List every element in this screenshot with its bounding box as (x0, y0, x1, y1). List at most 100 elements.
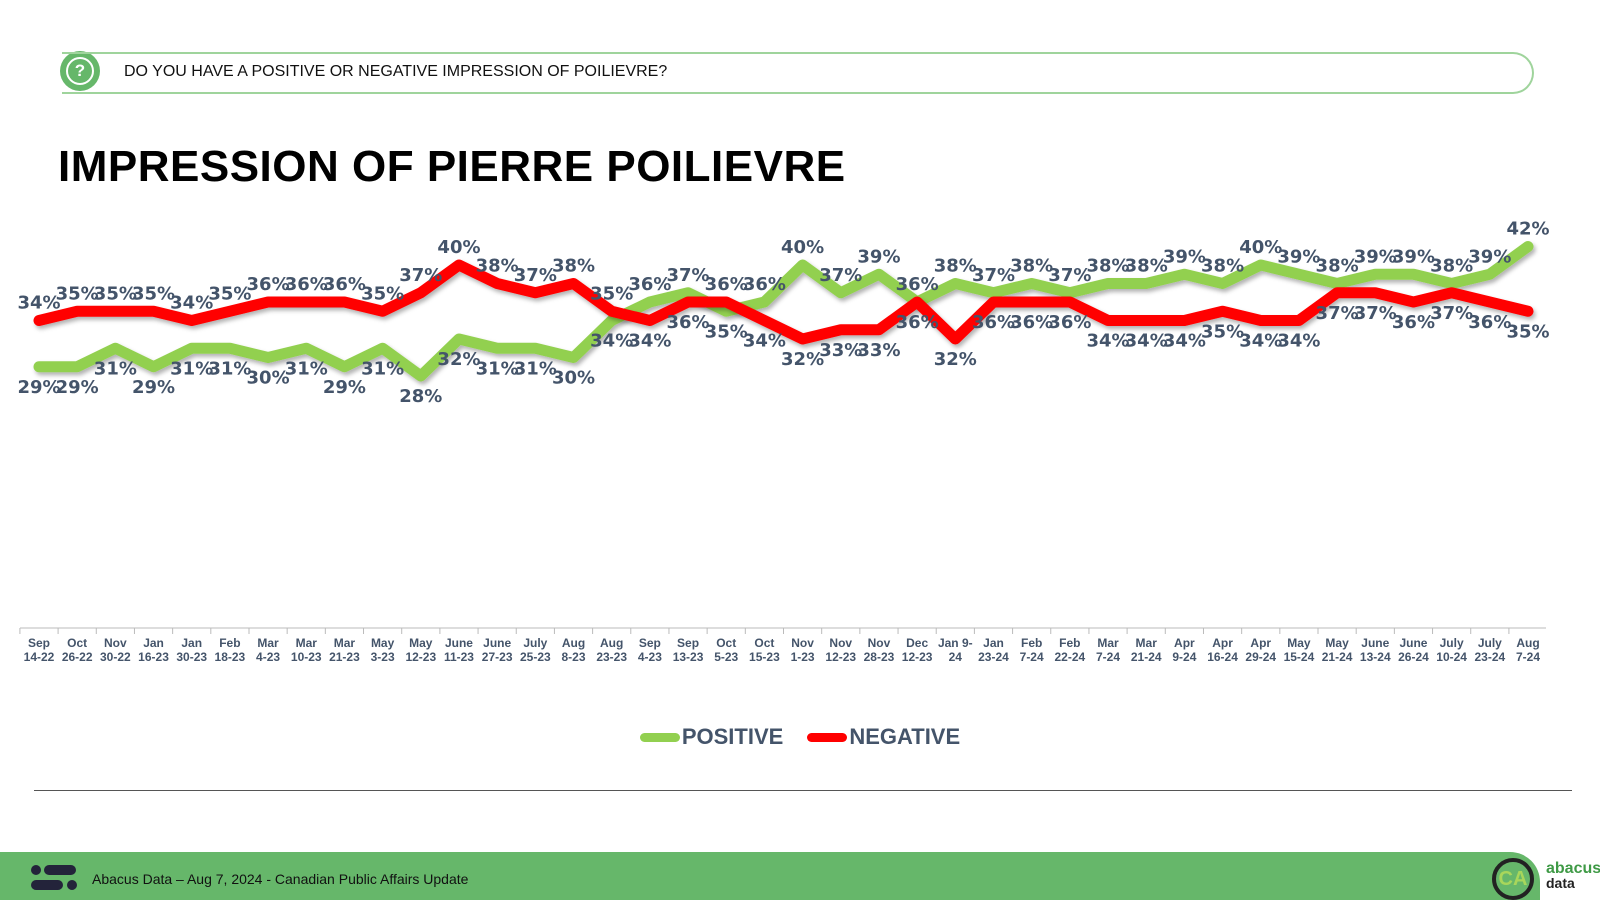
data-label-positive: 29% (132, 377, 175, 398)
data-label-negative: 33% (857, 340, 900, 361)
data-label-negative: 34% (17, 293, 60, 314)
data-label-negative: 36% (247, 274, 290, 295)
x-tick-label: Aug (562, 636, 585, 650)
x-tick-label: 12-23 (902, 650, 933, 664)
data-label-negative: 35% (94, 283, 137, 304)
x-tick-label: 10-23 (291, 650, 322, 664)
x-tick-label: Aug (1516, 636, 1539, 650)
data-label-positive: 29% (323, 377, 366, 398)
data-label-positive: 38% (1010, 256, 1053, 277)
x-tick-label: May (1325, 636, 1349, 650)
data-label-negative: 36% (896, 274, 939, 295)
data-label-positive: 31% (361, 358, 404, 379)
data-label-positive: 38% (1125, 256, 1168, 277)
footer-bar (0, 852, 1540, 900)
data-label-negative: 33% (819, 340, 862, 361)
data-label-positive: 42% (1506, 219, 1549, 240)
x-tick-label: June (483, 636, 511, 650)
data-label-positive: 30% (247, 368, 290, 389)
data-label-negative: 32% (934, 349, 977, 370)
data-label-positive: 38% (1316, 256, 1359, 277)
x-tick-label: 10-24 (1436, 650, 1467, 664)
data-label-negative: 40% (437, 237, 480, 258)
line-chart: 29%34%29%35%31%35%29%35%31%34%31%35%30%3… (17, 219, 1549, 665)
data-label-positive: 37% (972, 265, 1015, 286)
x-tick-label: 18-23 (215, 650, 246, 664)
x-tick-label: July (1440, 636, 1464, 650)
x-tick-label: 11-23 (444, 650, 474, 664)
x-tick-label: Apr (1250, 636, 1271, 650)
x-tick-label: 27-23 (482, 650, 513, 664)
data-label-negative: 37% (1354, 303, 1397, 324)
x-tick-label: Jan (983, 636, 1004, 650)
data-label-positive: 31% (285, 358, 328, 379)
data-label-negative: 36% (323, 274, 366, 295)
data-label-negative: 35% (1201, 321, 1244, 342)
data-label-positive: 38% (1430, 256, 1473, 277)
x-tick-label: Mar (1136, 636, 1158, 650)
data-label-negative: 35% (1506, 321, 1549, 342)
x-tick-label: 22-24 (1054, 650, 1085, 664)
data-label-negative: 32% (781, 349, 824, 370)
x-tick-label: 7-24 (1020, 650, 1044, 664)
x-tick-label: 7-24 (1516, 650, 1540, 664)
data-label-positive: 29% (56, 377, 99, 398)
data-label-negative: 37% (1430, 303, 1473, 324)
legend-swatch-positive (639, 732, 680, 742)
data-label-positive: 31% (476, 358, 519, 379)
x-tick-label: 7-24 (1096, 650, 1120, 664)
x-tick-label: 15-23 (749, 650, 780, 664)
data-label-positive: 29% (17, 377, 60, 398)
data-label-negative: 38% (552, 256, 595, 277)
data-label-positive: 39% (1277, 246, 1320, 267)
series-line-negative (33, 259, 1534, 345)
question-banner (62, 52, 1534, 94)
data-label-negative: 36% (1010, 312, 1053, 333)
x-tick-label: July (1478, 636, 1502, 650)
data-label-negative: 37% (514, 265, 557, 286)
data-label-negative: 37% (1316, 303, 1359, 324)
x-tick-label: 30-23 (176, 650, 207, 664)
x-tick-label: Oct (716, 636, 736, 650)
data-label-positive: 32% (437, 349, 480, 370)
data-label-positive: 39% (857, 246, 900, 267)
data-label-negative: 36% (285, 274, 328, 295)
data-label-positive: 31% (208, 358, 251, 379)
abacus-logo-icon (31, 865, 77, 890)
x-tick-label: 16-24 (1207, 650, 1238, 664)
x-tick-label: 24 (949, 650, 963, 664)
data-label-negative: 34% (628, 331, 671, 352)
data-label-positive: 39% (1354, 246, 1397, 267)
data-label-negative: 36% (667, 312, 710, 333)
legend: POSITIVE NEGATIVE (0, 724, 1600, 750)
x-tick-label: Jan 9- (938, 636, 973, 650)
x-tick-label: Mar (334, 636, 356, 650)
x-tick-label: Feb (1021, 636, 1042, 650)
x-tick-label: 30-22 (100, 650, 131, 664)
data-label-negative: 35% (208, 283, 251, 304)
data-label-positive: 39% (1468, 246, 1511, 267)
x-tick-label: Feb (219, 636, 240, 650)
x-tick-label: Sep (677, 636, 699, 650)
data-label-positive: 28% (399, 386, 442, 407)
data-label-negative: 34% (743, 331, 786, 352)
x-tick-label: 21-24 (1131, 650, 1162, 664)
x-tick-label: 23-24 (1474, 650, 1505, 664)
x-tick-label: 3-23 (371, 650, 395, 664)
data-label-negative: 34% (1125, 331, 1168, 352)
x-tick-label: 1-23 (791, 650, 815, 664)
data-label-negative: 34% (1163, 331, 1206, 352)
x-tick-label: 13-23 (673, 650, 704, 664)
x-tick-label: Oct (754, 636, 774, 650)
x-tick-label: 9-24 (1172, 650, 1196, 664)
x-tick-label: 15-24 (1284, 650, 1315, 664)
x-tick-label: Aug (600, 636, 623, 650)
data-label-positive: 39% (1392, 246, 1435, 267)
data-label-positive: 37% (819, 265, 862, 286)
data-label-negative: 34% (1277, 331, 1320, 352)
legend-label: NEGATIVE (849, 724, 961, 749)
x-tick-label: 26-22 (62, 650, 93, 664)
x-tick-label: Sep (28, 636, 50, 650)
data-label-negative: 36% (1392, 312, 1435, 333)
x-tick-label: 16-23 (138, 650, 169, 664)
